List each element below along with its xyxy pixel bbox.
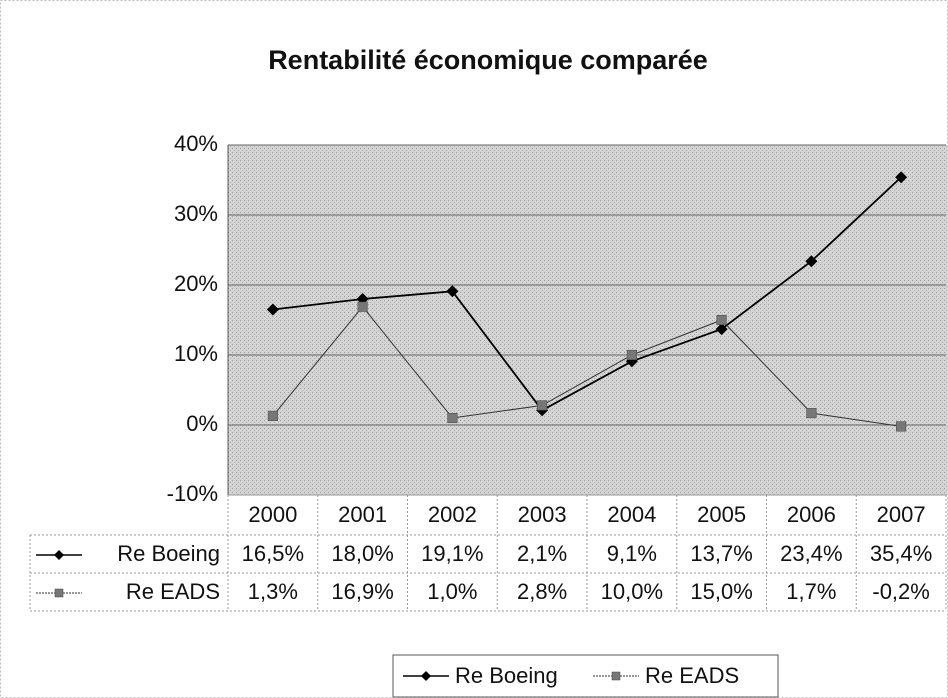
table-value: 23,4% [780,541,842,566]
data-point [357,301,368,312]
table-value: 2,8% [517,579,567,604]
y-tick-label: 30% [174,201,218,226]
data-point [715,323,728,336]
data-point [267,410,278,421]
table-value: 2,1% [517,541,567,566]
x-tick-label: 2003 [518,502,567,527]
table-value: 1,3% [248,579,298,604]
table-value: 35,4% [870,541,932,566]
x-tick-label: 2001 [338,502,387,527]
data-point [447,412,458,424]
table-value: 13,7% [690,541,752,566]
data-point [626,349,637,361]
legend-marker [421,671,431,681]
table-value: 18,0% [331,541,393,566]
x-tick-label: 2004 [607,502,656,527]
x-tick-label: 2006 [787,502,836,527]
legend-marker [611,671,621,681]
legend-marker [54,550,64,560]
data-point [895,171,908,184]
table-value: 15,0% [690,579,752,604]
legend-label: Re EADS [645,663,739,688]
legend-marker [54,588,64,598]
table-value: 16,5% [242,541,304,566]
data-point [446,285,459,298]
data-point [805,255,818,268]
table-value: 19,1% [421,541,483,566]
table-value: 16,9% [331,579,393,604]
table-value: -0,2% [872,579,929,604]
y-tick-label: 20% [174,271,218,296]
data-point [266,303,279,316]
plot-area [228,145,948,495]
table-value: 10,0% [601,579,663,604]
x-tick-label: 2000 [248,502,297,527]
data-point [806,408,817,419]
x-tick-label: 2002 [428,502,477,527]
y-tick-label: -10% [167,481,218,506]
y-tick-label: 40% [174,131,218,156]
x-tick-label: 2005 [697,502,746,527]
series-line [272,305,902,427]
table-value: 9,1% [607,541,657,566]
x-tick-label: 2007 [877,502,926,527]
table-series-name: Re EADS [126,579,220,604]
data-point [537,400,548,411]
y-tick-label: 10% [174,341,218,366]
table-value: 1,0% [427,579,477,604]
table-series-name: Re Boeing [117,541,220,566]
legend-box [392,654,779,698]
y-tick-label: 0% [186,411,218,436]
chart-title: Rentabilité économique comparée [268,45,708,75]
data-point [896,421,907,432]
data-point [716,314,727,326]
table-value: 1,7% [786,579,836,604]
legend-label: Re Boeing [455,663,558,688]
series-line [272,176,902,412]
